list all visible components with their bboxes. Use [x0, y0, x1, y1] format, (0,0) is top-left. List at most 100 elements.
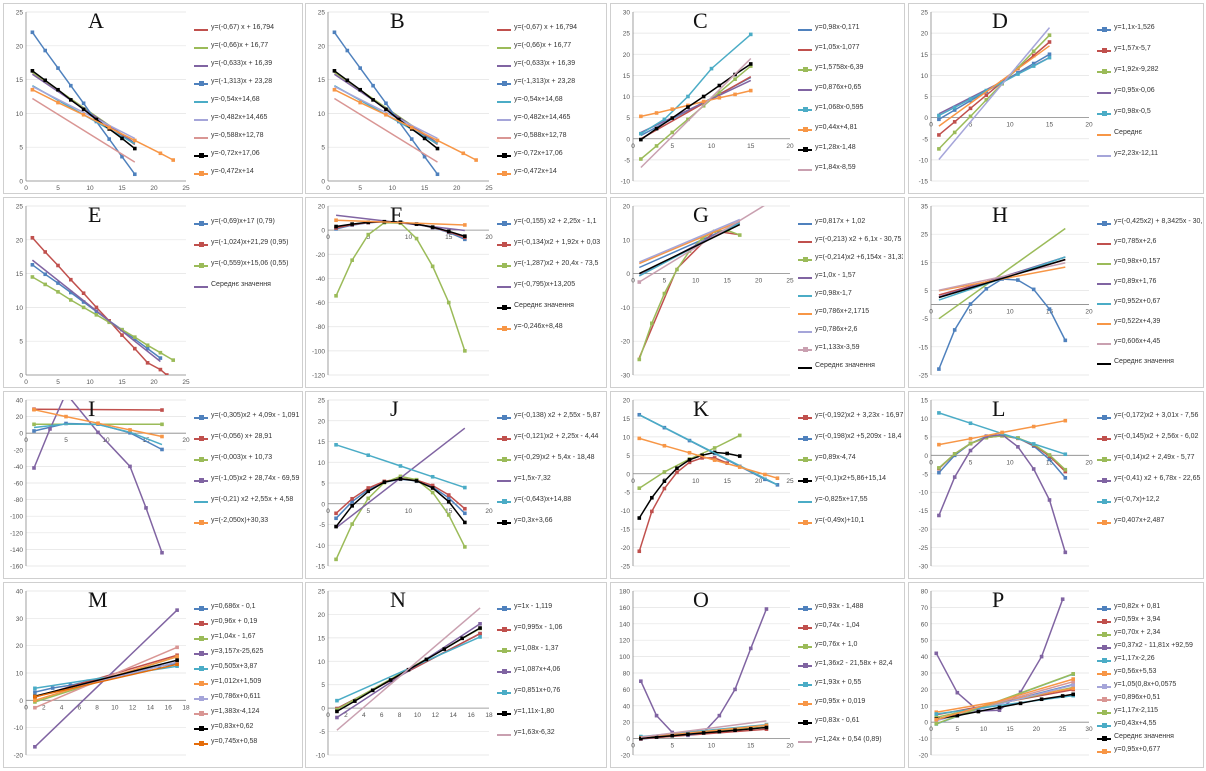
data-point — [1060, 597, 1065, 601]
data-point — [670, 130, 675, 135]
data-point — [64, 392, 68, 395]
legend-label: y=1,57x-5,7 — [1114, 45, 1151, 52]
series-line — [32, 276, 174, 361]
legend-label: y=-0,54x+14,68 — [211, 96, 260, 103]
legend-item: y=0,83x+0,62 — [194, 723, 301, 738]
legend-label: y=(-0,145)x2 + 2,56x - 6,02 — [1114, 433, 1199, 440]
data-point — [107, 320, 111, 325]
data-point — [952, 328, 957, 332]
data-point — [1063, 467, 1068, 472]
data-point — [968, 436, 973, 441]
y-tick-label: -20 — [14, 753, 24, 760]
legend-marker — [803, 478, 808, 483]
data-point — [997, 705, 1002, 710]
legend-item: y=0,3x+3,66 — [497, 517, 605, 538]
legend-marker — [199, 520, 204, 525]
x-tick-label: 6 — [380, 712, 384, 719]
legend-marker — [502, 242, 507, 247]
y-tick-label: 180 — [619, 589, 630, 596]
y-tick-label: -15 — [919, 344, 929, 351]
legend-swatch — [497, 47, 511, 49]
legend-item: y=(-0,003)x + 10,73 — [194, 454, 301, 475]
data-point — [662, 291, 667, 296]
legend-item: y=(-0,138) x2 + 2,55x - 5,87 — [497, 412, 605, 433]
legend-item: y=(-0,41) x2 + 6,78x - 22,65 — [1097, 475, 1202, 496]
legend-label: y=1,068x-0,595 — [815, 104, 864, 111]
data-point — [160, 434, 164, 439]
data-point — [366, 220, 371, 225]
data-point — [56, 281, 60, 285]
legend-label: y=0,786x+2,1715 — [815, 308, 870, 315]
data-point — [158, 367, 163, 372]
chart-plot: 0 5 10 15 20 25 0 5 10 15 20 25 — [16, 204, 190, 387]
legend-marker — [199, 263, 204, 268]
data-point — [69, 277, 73, 282]
data-point — [937, 411, 941, 415]
y-tick-label: 15 — [623, 73, 631, 80]
data-point — [737, 465, 742, 469]
legend-swatch — [1097, 343, 1111, 345]
data-point — [81, 291, 86, 296]
x-tick-label: 25 — [182, 185, 190, 192]
y-tick-label: 25 — [318, 10, 326, 17]
legend-label: y=(-0,21) x2 +2,55x + 4,58 — [211, 496, 294, 503]
data-point — [478, 631, 482, 636]
legend-item: y=(-0,21) x2 +2,55x + 4,58 — [194, 496, 301, 517]
data-point — [366, 486, 371, 490]
legend-marker — [1102, 520, 1107, 525]
data-point — [675, 267, 679, 272]
legend-label: y=0,786x+2,6 — [815, 326, 858, 333]
legend-marker — [502, 415, 507, 420]
series-line — [638, 457, 728, 552]
data-point — [478, 626, 482, 630]
y-tick-label: 20 — [16, 43, 24, 50]
data-point — [133, 172, 137, 177]
y-tick-label: -10 — [316, 753, 326, 760]
data-point — [358, 66, 362, 70]
data-point — [56, 87, 60, 92]
legend-swatch — [497, 29, 511, 31]
legend-label: y=1,133x-3,59 — [815, 344, 860, 351]
chart-plot: 0 5 10 15 20 25 0 5 10 15 20 25 — [16, 10, 190, 193]
data-point — [952, 120, 957, 124]
legend-item: y=1,11x-1,80 — [497, 708, 605, 729]
y-tick-label: 30 — [623, 10, 631, 17]
panel-letter: E — [88, 202, 102, 227]
legend-marker — [1102, 710, 1107, 715]
legend-item: y=(-0,7x)+12,2 — [1097, 496, 1202, 517]
legend-marker — [803, 347, 808, 352]
data-point — [763, 477, 767, 482]
legend-item: y=-0,472x+14 — [194, 168, 301, 186]
data-point — [662, 470, 667, 474]
legend-item: y=0,59x + 3,94 — [1097, 616, 1202, 629]
data-point — [175, 608, 179, 612]
legend-label: y=(-0,1)x2+5,86+15,14 — [815, 475, 887, 482]
data-point — [43, 250, 47, 254]
data-point — [334, 516, 338, 521]
data-point — [717, 713, 722, 718]
x-tick-label: 20 — [485, 508, 493, 515]
legend-item: y=1,05x-1,077 — [798, 44, 903, 64]
legend-label: y=(-0,425x2) + 8,3425x - 30,96 — [1114, 218, 1202, 225]
legend-swatch — [798, 49, 812, 51]
data-point — [68, 683, 73, 688]
x-tick-label: 20 — [1085, 459, 1093, 466]
legend-label: y=-0,825x+17,55 — [815, 496, 868, 503]
chart-legend: y=(-0,192)x2 + 3,23x - 16,975 y=(-0,198)x… — [798, 412, 903, 538]
legend-marker — [1102, 221, 1107, 226]
data-point — [712, 458, 717, 462]
data-point — [1071, 679, 1075, 684]
data-point — [30, 263, 35, 267]
legend-label: y=(-1,024)x+21,29 (0,95) — [211, 239, 289, 246]
x-tick-label: 10 — [1006, 309, 1014, 316]
legend-label: y=0,98x-1,7 — [815, 290, 852, 297]
y-tick-label: 25 — [623, 31, 631, 38]
data-point — [937, 466, 941, 470]
panel-letter: A — [88, 8, 104, 33]
legend-swatch — [194, 119, 208, 121]
data-point — [446, 496, 451, 500]
data-point — [145, 343, 150, 348]
data-point — [968, 421, 973, 426]
legend-label: y=(-1,313)x + 23,28 — [211, 78, 273, 85]
